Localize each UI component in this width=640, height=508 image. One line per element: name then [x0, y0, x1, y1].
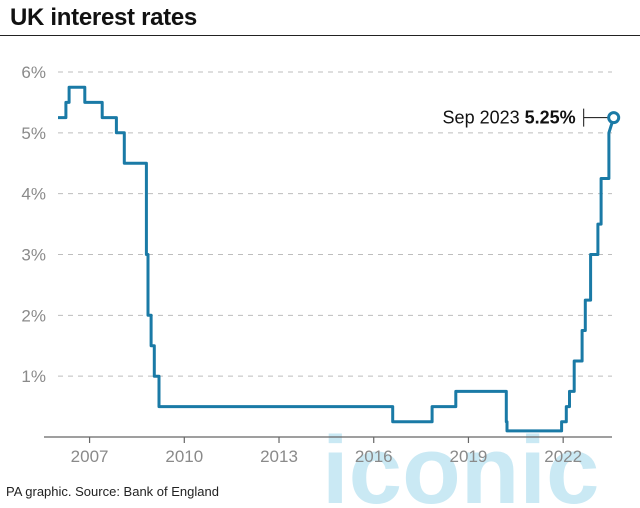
series-line: [58, 85, 616, 433]
chart-title: UK interest rates: [10, 4, 197, 31]
endpoint-marker: [607, 111, 621, 125]
x-tick-label: 2010: [165, 447, 203, 466]
y-tick-label: 5%: [21, 124, 46, 143]
x-tick-label: 2013: [260, 447, 298, 466]
series-layer: [58, 85, 616, 433]
source-note: PA graphic. Source: Bank of England: [6, 484, 219, 499]
x-tick-label: 2007: [71, 447, 109, 466]
y-tick-label: 6%: [21, 63, 46, 82]
annotation-value: 5.25%: [525, 108, 576, 128]
y-tick-label: 2%: [21, 306, 46, 325]
x-tick-label: 2019: [450, 447, 488, 466]
y-tick-label: 1%: [21, 367, 46, 386]
axes: 2007 2010 2013 2016 2019 2022: [44, 436, 612, 466]
annotation-date: Sep 2023: [443, 108, 525, 128]
x-tick-label: 2022: [544, 447, 582, 466]
annotation-label: Sep 2023 5.25%: [443, 108, 576, 128]
gridlines: 1% 2% 3% 4% 5% 6%: [21, 63, 612, 386]
y-tick-label: 3%: [21, 246, 46, 265]
annotation: Sep 2023 5.25%: [443, 108, 621, 128]
y-tick-label: 4%: [21, 185, 46, 204]
x-tick-label: 2016: [355, 447, 393, 466]
title-divider: [0, 35, 640, 36]
